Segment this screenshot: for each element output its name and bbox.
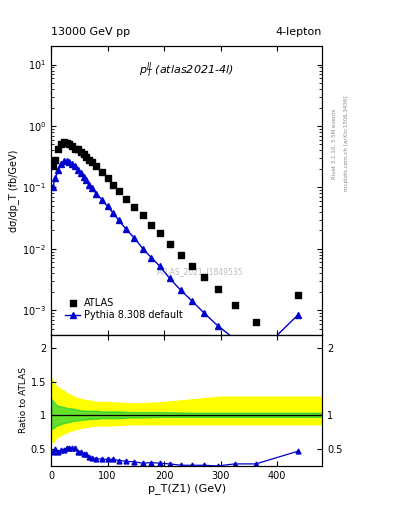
ATLAS bbox=[93, 162, 99, 170]
Y-axis label: Ratio to ATLAS: Ratio to ATLAS bbox=[19, 367, 28, 433]
Pythia 8.308 default bbox=[253, 353, 258, 359]
Pythia 8.308 default bbox=[167, 275, 172, 282]
Pythia 8.308 default bbox=[84, 177, 89, 183]
Pythia 8.308 default bbox=[78, 170, 83, 176]
ATLAS bbox=[231, 302, 238, 310]
ATLAS bbox=[189, 262, 195, 270]
Pythia 8.308 default bbox=[59, 161, 63, 167]
Pythia 8.308 default bbox=[67, 159, 72, 165]
Pythia 8.308 default bbox=[87, 182, 92, 188]
Pythia 8.308 default bbox=[158, 263, 162, 269]
Pythia 8.308 default bbox=[70, 161, 75, 167]
Pythia 8.308 default bbox=[81, 174, 86, 180]
Pythia 8.308 default bbox=[50, 184, 55, 190]
ATLAS bbox=[140, 211, 146, 220]
Text: mcplots.cern.ch [arXiv:1306.3436]: mcplots.cern.ch [arXiv:1306.3436] bbox=[344, 96, 349, 191]
ATLAS bbox=[86, 156, 92, 164]
Pythia 8.308 default bbox=[141, 246, 145, 252]
Y-axis label: dσ/dp_T (fb/GeV): dσ/dp_T (fb/GeV) bbox=[9, 149, 20, 231]
Text: 13000 GeV pp: 13000 GeV pp bbox=[51, 28, 130, 37]
ATLAS bbox=[200, 273, 207, 281]
ATLAS bbox=[52, 156, 59, 164]
ATLAS bbox=[50, 162, 56, 170]
ATLAS bbox=[99, 167, 105, 176]
ATLAS bbox=[253, 317, 259, 326]
Line: Pythia 8.308 default: Pythia 8.308 default bbox=[50, 158, 301, 359]
ATLAS bbox=[69, 142, 75, 150]
ATLAS bbox=[116, 187, 122, 195]
ATLAS bbox=[178, 251, 184, 259]
ATLAS bbox=[89, 158, 95, 166]
Pythia 8.308 default bbox=[132, 235, 137, 241]
Pythia 8.308 default bbox=[64, 158, 69, 164]
ATLAS bbox=[83, 153, 90, 161]
Pythia 8.308 default bbox=[56, 167, 61, 174]
Pythia 8.308 default bbox=[53, 176, 58, 182]
ATLAS bbox=[81, 150, 87, 158]
Pythia 8.308 default bbox=[123, 226, 128, 232]
Pythia 8.308 default bbox=[111, 210, 116, 216]
Text: 4-lepton: 4-lepton bbox=[276, 28, 322, 37]
ATLAS bbox=[123, 195, 129, 203]
Pythia 8.308 default bbox=[201, 309, 206, 315]
ATLAS bbox=[131, 203, 138, 211]
Legend: ATLAS, Pythia 8.308 default: ATLAS, Pythia 8.308 default bbox=[61, 294, 186, 324]
Pythia 8.308 default bbox=[90, 185, 94, 191]
X-axis label: p_T(Z1) (GeV): p_T(Z1) (GeV) bbox=[148, 483, 226, 495]
ATLAS bbox=[77, 148, 84, 156]
ATLAS bbox=[215, 285, 221, 293]
Pythia 8.308 default bbox=[232, 336, 237, 342]
ATLAS bbox=[148, 221, 154, 229]
ATLAS bbox=[66, 140, 73, 148]
Pythia 8.308 default bbox=[296, 311, 301, 317]
ATLAS bbox=[105, 175, 111, 183]
Pythia 8.308 default bbox=[105, 203, 110, 209]
Text: Rivet 3.1.10, 3.5M events: Rivet 3.1.10, 3.5M events bbox=[332, 108, 337, 179]
ATLAS bbox=[75, 145, 81, 153]
Pythia 8.308 default bbox=[73, 163, 77, 169]
Pythia 8.308 default bbox=[116, 218, 121, 224]
ATLAS bbox=[72, 144, 78, 153]
Text: ATLAS_2021_I1849535: ATLAS_2021_I1849535 bbox=[157, 267, 244, 276]
ATLAS bbox=[55, 145, 61, 153]
Text: $p_T^{ll}$ (atlas2021-4l): $p_T^{ll}$ (atlas2021-4l) bbox=[140, 60, 234, 80]
ATLAS bbox=[295, 290, 301, 298]
Pythia 8.308 default bbox=[190, 298, 195, 304]
ATLAS bbox=[167, 240, 173, 248]
ATLAS bbox=[157, 229, 163, 237]
Pythia 8.308 default bbox=[94, 190, 99, 197]
ATLAS bbox=[58, 140, 64, 148]
Pythia 8.308 default bbox=[61, 158, 66, 164]
ATLAS bbox=[110, 181, 116, 189]
ATLAS bbox=[64, 139, 70, 147]
Pythia 8.308 default bbox=[149, 254, 154, 261]
Pythia 8.308 default bbox=[215, 323, 220, 329]
Pythia 8.308 default bbox=[75, 167, 80, 174]
Pythia 8.308 default bbox=[99, 197, 104, 203]
Pythia 8.308 default bbox=[179, 287, 184, 293]
ATLAS bbox=[61, 138, 67, 146]
